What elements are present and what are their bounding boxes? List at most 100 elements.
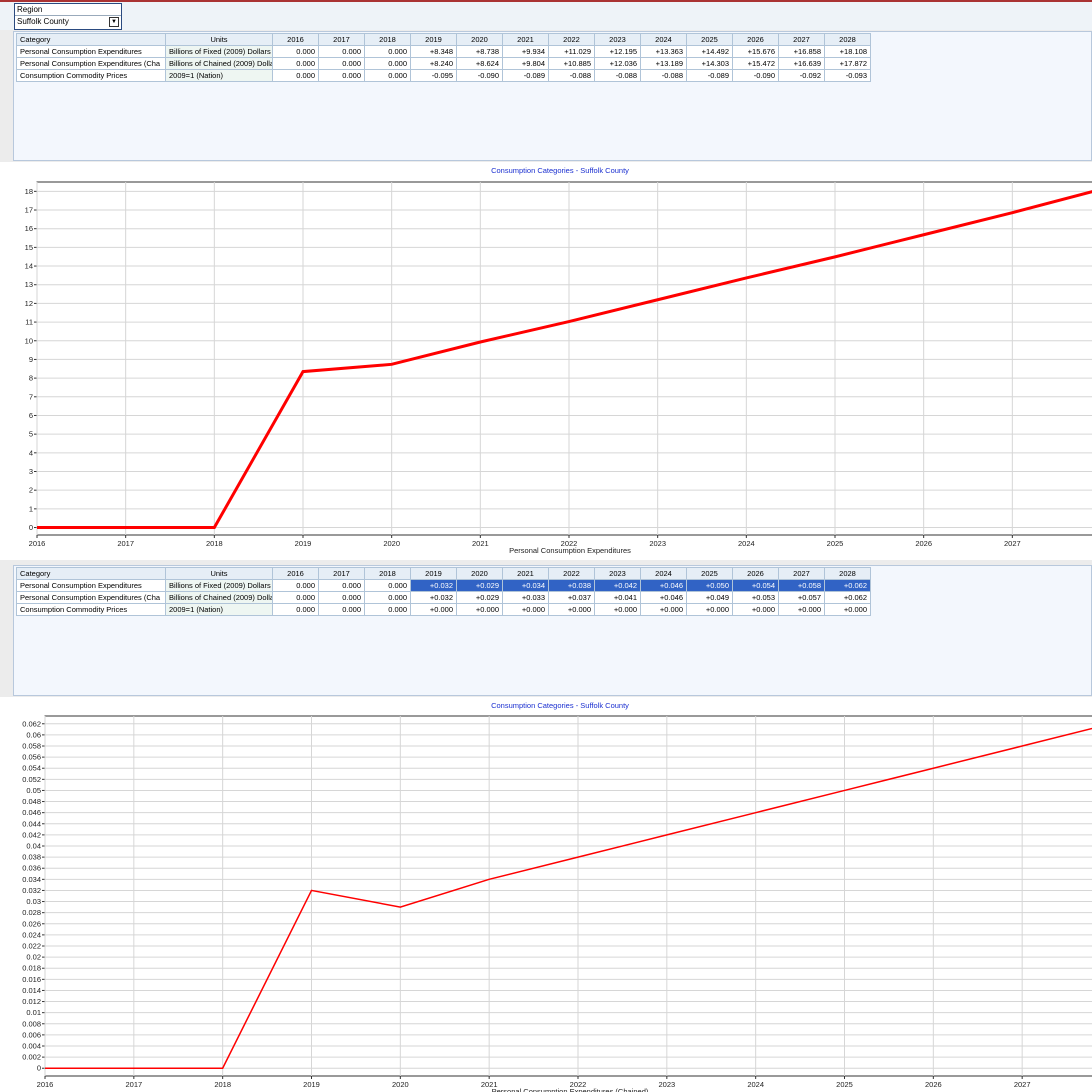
region-dropdown[interactable]: Suffolk County ▼	[15, 16, 121, 28]
cell[interactable]: +0.033	[502, 591, 549, 604]
cell[interactable]: 0.000	[318, 591, 365, 604]
cell[interactable]: 0.000	[318, 57, 365, 70]
table-row[interactable]: Personal Consumption Expenditures (Cha Bi…	[16, 591, 871, 604]
cell[interactable]: +0.046	[640, 579, 687, 592]
cell[interactable]: +0.062	[824, 579, 871, 592]
cell[interactable]: +8.624	[456, 57, 503, 70]
cell[interactable]: +0.041	[594, 591, 641, 604]
header-cell[interactable]: 2028	[824, 33, 871, 46]
cell[interactable]: 0.000	[318, 579, 365, 592]
header-cell[interactable]: 2027	[778, 567, 825, 580]
table-row[interactable]: Consumption Commodity Prices 2009=1 (Nati…	[16, 69, 871, 82]
header-cell[interactable]: 2020	[456, 567, 503, 580]
cell[interactable]: -0.089	[686, 69, 733, 82]
cell[interactable]: 0.000	[364, 57, 411, 70]
cell[interactable]: 0.000	[272, 579, 319, 592]
cell[interactable]: 0.000	[318, 69, 365, 82]
header-cell[interactable]: 2017	[318, 33, 365, 46]
header-cell[interactable]: 2016	[272, 33, 319, 46]
cell[interactable]: +0.046	[640, 591, 687, 604]
cell[interactable]: +0.037	[548, 591, 595, 604]
header-cell[interactable]: 2026	[732, 33, 779, 46]
cell[interactable]: +12.195	[594, 45, 641, 58]
header-cell[interactable]: 2025	[686, 33, 733, 46]
cell[interactable]: -0.090	[732, 69, 779, 82]
header-cell[interactable]: 2016	[272, 567, 319, 580]
header-cell[interactable]: 2026	[732, 567, 779, 580]
cell[interactable]: +0.057	[778, 591, 825, 604]
cell[interactable]: Personal Consumption Expenditures (Cha	[16, 57, 166, 70]
cell[interactable]: -0.092	[778, 69, 825, 82]
header-cell[interactable]: 2018	[364, 33, 411, 46]
cell[interactable]: -0.088	[594, 69, 641, 82]
cell[interactable]: 2009=1 (Nation)	[165, 603, 273, 616]
cell[interactable]: Billions of Fixed (2009) Dollars	[165, 45, 273, 58]
cell[interactable]: Personal Consumption Expenditures	[16, 579, 166, 592]
cell[interactable]: -0.090	[456, 69, 503, 82]
cell[interactable]: 0.000	[272, 603, 319, 616]
cell[interactable]: +0.000	[502, 603, 549, 616]
header-cell[interactable]: 2022	[548, 567, 595, 580]
cell[interactable]: +0.032	[410, 591, 457, 604]
cell[interactable]: Billions of Chained (2009) Dolla	[165, 591, 273, 604]
cell[interactable]: +0.000	[640, 603, 687, 616]
cell[interactable]: +8.738	[456, 45, 503, 58]
cell[interactable]: +17.872	[824, 57, 871, 70]
cell[interactable]: +0.000	[778, 603, 825, 616]
cell[interactable]: 0.000	[364, 69, 411, 82]
header-cell[interactable]: 2023	[594, 567, 641, 580]
cell[interactable]: 2009=1 (Nation)	[165, 69, 273, 82]
cell[interactable]: +12.036	[594, 57, 641, 70]
cell[interactable]: +0.050	[686, 579, 733, 592]
cell[interactable]: 0.000	[272, 591, 319, 604]
cell[interactable]: +0.029	[456, 591, 503, 604]
header-cell[interactable]: 2023	[594, 33, 641, 46]
header-cell[interactable]: 2024	[640, 33, 687, 46]
cell[interactable]: +0.000	[732, 603, 779, 616]
cell[interactable]: +0.000	[456, 603, 503, 616]
region-selector[interactable]: Region Suffolk County ▼	[14, 3, 122, 30]
cell[interactable]: +9.934	[502, 45, 549, 58]
cell[interactable]: +11.029	[548, 45, 595, 58]
header-cell[interactable]: 2020	[456, 33, 503, 46]
header-cell[interactable]: 2019	[410, 567, 457, 580]
header-cell[interactable]: Category	[16, 33, 166, 46]
cell[interactable]: Personal Consumption Expenditures	[16, 45, 166, 58]
cell[interactable]: +0.042	[594, 579, 641, 592]
cell[interactable]: 0.000	[318, 45, 365, 58]
cell[interactable]: +0.053	[732, 591, 779, 604]
header-cell[interactable]: 2027	[778, 33, 825, 46]
cell[interactable]: +14.492	[686, 45, 733, 58]
cell[interactable]: +0.038	[548, 579, 595, 592]
cell[interactable]: -0.088	[640, 69, 687, 82]
cell[interactable]: +0.062	[824, 591, 871, 604]
header-cell[interactable]: 2019	[410, 33, 457, 46]
cell[interactable]: 0.000	[272, 45, 319, 58]
cell[interactable]: +0.029	[456, 579, 503, 592]
cell[interactable]: +10.885	[548, 57, 595, 70]
cell[interactable]: +0.032	[410, 579, 457, 592]
cell[interactable]: 0.000	[272, 57, 319, 70]
cell[interactable]: -0.089	[502, 69, 549, 82]
cell[interactable]: +15.472	[732, 57, 779, 70]
cell[interactable]: +0.058	[778, 579, 825, 592]
cell[interactable]: +0.034	[502, 579, 549, 592]
cell[interactable]: Consumption Commodity Prices	[16, 603, 166, 616]
header-cell[interactable]: 2021	[502, 33, 549, 46]
header-cell[interactable]: 2025	[686, 567, 733, 580]
cell[interactable]: Billions of Chained (2009) Dolla	[165, 57, 273, 70]
header-cell[interactable]: 2018	[364, 567, 411, 580]
cell[interactable]: +16.858	[778, 45, 825, 58]
cell[interactable]: +9.804	[502, 57, 549, 70]
cell[interactable]: Personal Consumption Expenditures (Cha	[16, 591, 166, 604]
cell[interactable]: 0.000	[318, 603, 365, 616]
header-cell[interactable]: 2028	[824, 567, 871, 580]
cell[interactable]: +14.303	[686, 57, 733, 70]
cell[interactable]: -0.088	[548, 69, 595, 82]
cell[interactable]: 0.000	[364, 45, 411, 58]
cell[interactable]: 0.000	[364, 579, 411, 592]
header-cell[interactable]: 2021	[502, 567, 549, 580]
cell[interactable]: -0.095	[410, 69, 457, 82]
dropdown-arrow[interactable]: ▼	[109, 17, 119, 27]
cell[interactable]: +0.049	[686, 591, 733, 604]
